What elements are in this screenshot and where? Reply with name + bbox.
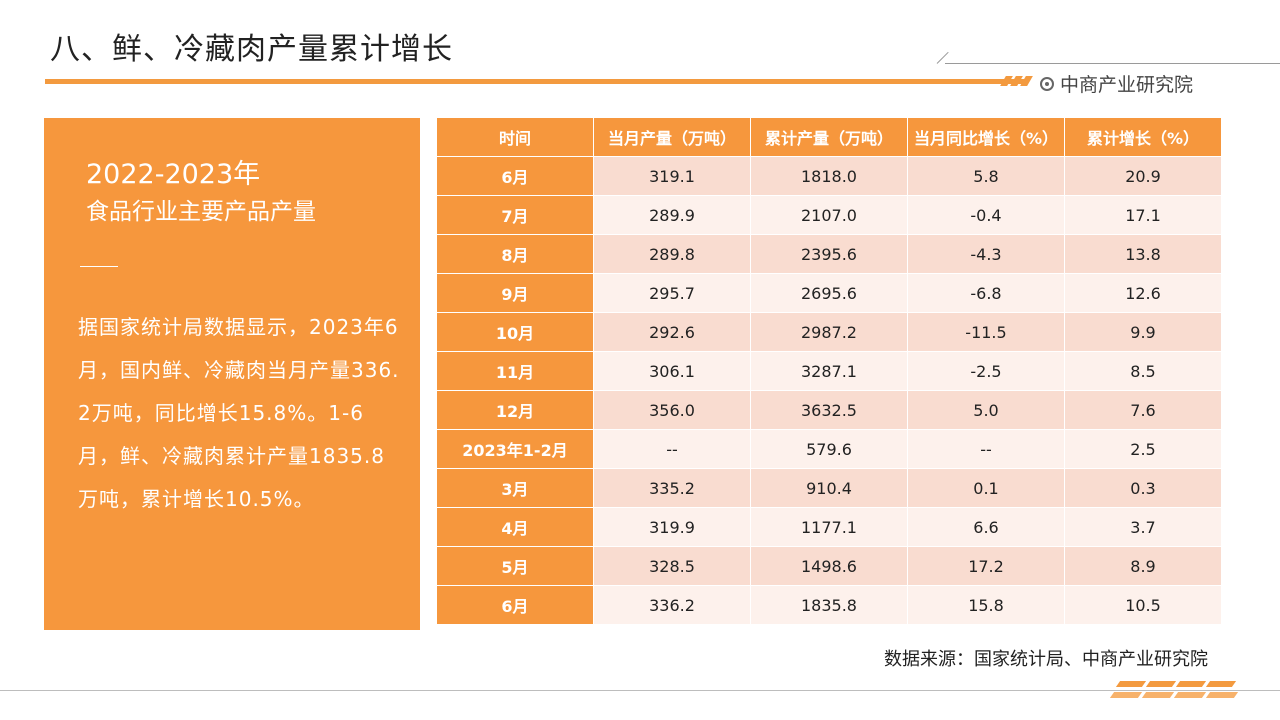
row-label: 4月 — [436, 507, 594, 547]
table-cell: 15.8 — [907, 585, 1065, 625]
table-cell: 2395.6 — [750, 234, 908, 274]
table-cell: -2.5 — [907, 351, 1065, 391]
table-row: 4月 319.9 1177.1 6.6 3.7 — [436, 507, 1222, 547]
table-cell: 910.4 — [750, 468, 908, 508]
table-cell: 1498.6 — [750, 546, 908, 586]
table-cell: 2695.6 — [750, 273, 908, 313]
table-cell: 2.5 — [1064, 429, 1222, 469]
table-cell: 292.6 — [593, 312, 751, 352]
table-cell: 295.7 — [593, 273, 751, 313]
table-cell: 0.1 — [907, 468, 1065, 508]
table-cell: -0.4 — [907, 195, 1065, 235]
row-label: 2023年1-2月 — [436, 429, 594, 469]
table-cell: 336.2 — [593, 585, 751, 625]
table-row: 5月 328.5 1498.6 17.2 8.9 — [436, 546, 1222, 586]
table-cell: 17.2 — [907, 546, 1065, 586]
header-monthly-yoy: 当月同比增长（%） — [907, 117, 1065, 157]
table-row: 2023年1-2月 -- 579.6 -- 2.5 — [436, 429, 1222, 469]
table-row: 12月 356.0 3632.5 5.0 7.6 — [436, 390, 1222, 430]
table-cell: 3.7 — [1064, 507, 1222, 547]
table-cell: 20.9 — [1064, 156, 1222, 196]
table-cell: 289.9 — [593, 195, 751, 235]
table-cell: 2107.0 — [750, 195, 908, 235]
panel-divider — [80, 266, 118, 267]
table-row: 10月 292.6 2987.2 -11.5 9.9 — [436, 312, 1222, 352]
row-label: 8月 — [436, 234, 594, 274]
row-label: 6月 — [436, 585, 594, 625]
table-cell: 1835.8 — [750, 585, 908, 625]
table-cell: -- — [593, 429, 751, 469]
panel-body-text: 据国家统计局数据显示，2023年6月，国内鲜、冷藏肉当月产量336.2万吨，同比… — [78, 315, 400, 511]
brand-name: 中商产业研究院 — [1060, 74, 1194, 96]
table-row: 6月 336.2 1835.8 15.8 10.5 — [436, 585, 1222, 625]
table-cell: 319.9 — [593, 507, 751, 547]
footer-divider — [0, 690, 1280, 691]
table-cell: 3632.5 — [750, 390, 908, 430]
footer-stripes — [1115, 681, 1237, 687]
table-cell: 306.1 — [593, 351, 751, 391]
table-cell: 10.5 — [1064, 585, 1222, 625]
row-label: 6月 — [436, 156, 594, 196]
row-label: 5月 — [436, 546, 594, 586]
summary-panel: 2022-2023年 食品行业主要产品产量 据国家统计局数据显示，2023年6月… — [44, 118, 420, 630]
row-label: 7月 — [436, 195, 594, 235]
table-cell: 17.1 — [1064, 195, 1222, 235]
row-label: 10月 — [436, 312, 594, 352]
table-cell: 8.5 — [1064, 351, 1222, 391]
header-cumulative-output: 累计产量（万吨） — [750, 117, 908, 157]
table-cell: 335.2 — [593, 468, 751, 508]
table-cell: 356.0 — [593, 390, 751, 430]
table-cell: 289.8 — [593, 234, 751, 274]
table-row: 7月 289.9 2107.0 -0.4 17.1 — [436, 195, 1222, 235]
table-cell: 319.1 — [593, 156, 751, 196]
table-row: 6月 319.1 1818.0 5.8 20.9 — [436, 156, 1222, 196]
table-cell: 328.5 — [593, 546, 751, 586]
table-cell: -11.5 — [907, 312, 1065, 352]
brand-logo: 中商产业研究院 — [1040, 70, 1193, 97]
table-cell: 1177.1 — [750, 507, 908, 547]
header-time: 时间 — [436, 117, 594, 157]
table-cell: 3287.1 — [750, 351, 908, 391]
table-cell: -- — [907, 429, 1065, 469]
table-cell: 2987.2 — [750, 312, 908, 352]
table-cell: 13.8 — [1064, 234, 1222, 274]
data-source-note: 数据来源：国家统计局、中商产业研究院 — [884, 649, 1208, 670]
header-stripes — [1000, 76, 1033, 86]
table-cell: 579.6 — [750, 429, 908, 469]
table-cell: -6.8 — [907, 273, 1065, 313]
table-row: 3月 335.2 910.4 0.1 0.3 — [436, 468, 1222, 508]
table-header-row: 时间 当月产量（万吨） 累计产量（万吨） 当月同比增长（%） 累计增长（%） — [436, 117, 1222, 157]
page-title: 八、鲜、冷藏肉产量累计增长 — [50, 32, 453, 67]
row-label: 12月 — [436, 390, 594, 430]
table-cell: 6.6 — [907, 507, 1065, 547]
table-cell: -4.3 — [907, 234, 1065, 274]
table-cell: 0.3 — [1064, 468, 1222, 508]
table-row: 11月 306.1 3287.1 -2.5 8.5 — [436, 351, 1222, 391]
target-icon — [1040, 76, 1054, 91]
header-divider-grey — [945, 63, 1280, 64]
row-label: 9月 — [436, 273, 594, 313]
header-cumulative-growth: 累计增长（%） — [1064, 117, 1222, 157]
panel-heading: 2022-2023年 — [86, 159, 261, 190]
table-row: 8月 289.8 2395.6 -4.3 13.8 — [436, 234, 1222, 274]
table-cell: 5.0 — [907, 390, 1065, 430]
row-label: 3月 — [436, 468, 594, 508]
header-divider-orange — [45, 79, 1025, 84]
footer-stripes-light — [1109, 692, 1239, 698]
row-label: 11月 — [436, 351, 594, 391]
table-cell: 1818.0 — [750, 156, 908, 196]
table-cell: 7.6 — [1064, 390, 1222, 430]
table-cell: 9.9 — [1064, 312, 1222, 352]
table-cell: 5.8 — [907, 156, 1065, 196]
header-monthly-output: 当月产量（万吨） — [593, 117, 751, 157]
table-cell: 12.6 — [1064, 273, 1222, 313]
table-row: 9月 295.7 2695.6 -6.8 12.6 — [436, 273, 1222, 313]
data-table: 时间 当月产量（万吨） 累计产量（万吨） 当月同比增长（%） 累计增长（%） 6… — [436, 117, 1222, 625]
table-cell: 8.9 — [1064, 546, 1222, 586]
panel-subheading: 食品行业主要产品产量 — [86, 199, 316, 225]
